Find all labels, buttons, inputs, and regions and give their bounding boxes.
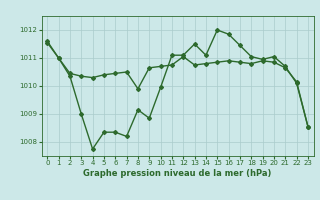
X-axis label: Graphe pression niveau de la mer (hPa): Graphe pression niveau de la mer (hPa) xyxy=(84,169,272,178)
